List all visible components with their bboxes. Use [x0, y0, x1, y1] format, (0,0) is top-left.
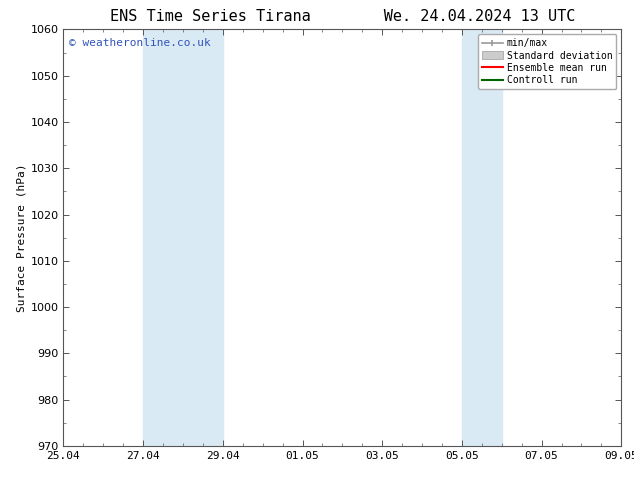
- Title: ENS Time Series Tirana        We. 24.04.2024 13 UTC: ENS Time Series Tirana We. 24.04.2024 13…: [110, 9, 575, 24]
- Bar: [462, 29, 501, 446]
- Text: © weatheronline.co.uk: © weatheronline.co.uk: [69, 38, 210, 48]
- Y-axis label: Surface Pressure (hPa): Surface Pressure (hPa): [16, 163, 26, 312]
- Legend: min/max, Standard deviation, Ensemble mean run, Controll run: min/max, Standard deviation, Ensemble me…: [477, 34, 616, 89]
- Bar: [143, 29, 223, 446]
